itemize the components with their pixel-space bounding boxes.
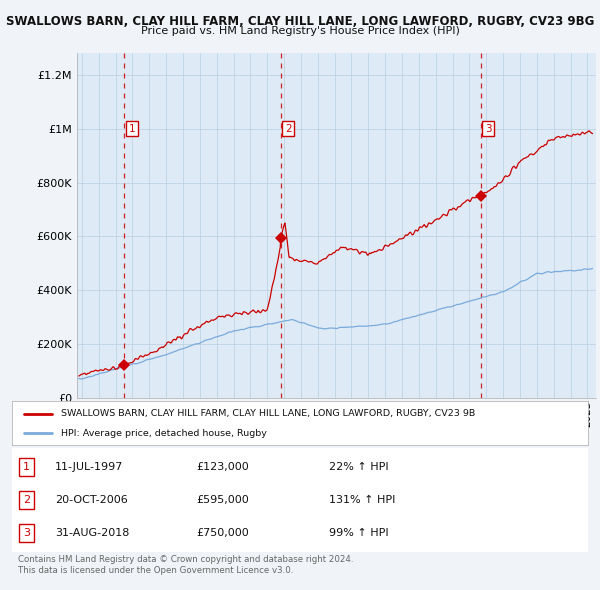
Text: 11-JUL-1997: 11-JUL-1997 (55, 462, 124, 472)
Text: 99% ↑ HPI: 99% ↑ HPI (329, 528, 388, 538)
Text: 1: 1 (128, 123, 136, 133)
Text: 20-OCT-2006: 20-OCT-2006 (55, 495, 128, 505)
Text: SWALLOWS BARN, CLAY HILL FARM, CLAY HILL LANE, LONG LAWFORD, RUGBY, CV23 9B: SWALLOWS BARN, CLAY HILL FARM, CLAY HILL… (61, 409, 475, 418)
Text: 3: 3 (485, 123, 491, 133)
Text: £595,000: £595,000 (196, 495, 249, 505)
Text: £750,000: £750,000 (196, 528, 249, 538)
Text: This data is licensed under the Open Government Licence v3.0.: This data is licensed under the Open Gov… (18, 566, 293, 575)
Text: 22% ↑ HPI: 22% ↑ HPI (329, 462, 388, 472)
Text: HPI: Average price, detached house, Rugby: HPI: Average price, detached house, Rugb… (61, 428, 267, 438)
Text: 3: 3 (23, 528, 30, 538)
Text: Contains HM Land Registry data © Crown copyright and database right 2024.: Contains HM Land Registry data © Crown c… (18, 555, 353, 563)
Text: 2: 2 (285, 123, 292, 133)
Text: SWALLOWS BARN, CLAY HILL FARM, CLAY HILL LANE, LONG LAWFORD, RUGBY, CV23 9BG: SWALLOWS BARN, CLAY HILL FARM, CLAY HILL… (6, 15, 594, 28)
Text: 2: 2 (23, 495, 30, 505)
Text: Price paid vs. HM Land Registry's House Price Index (HPI): Price paid vs. HM Land Registry's House … (140, 26, 460, 36)
Text: 1: 1 (23, 462, 30, 472)
Text: £123,000: £123,000 (196, 462, 249, 472)
Text: 31-AUG-2018: 31-AUG-2018 (55, 528, 130, 538)
Text: 131% ↑ HPI: 131% ↑ HPI (329, 495, 395, 505)
